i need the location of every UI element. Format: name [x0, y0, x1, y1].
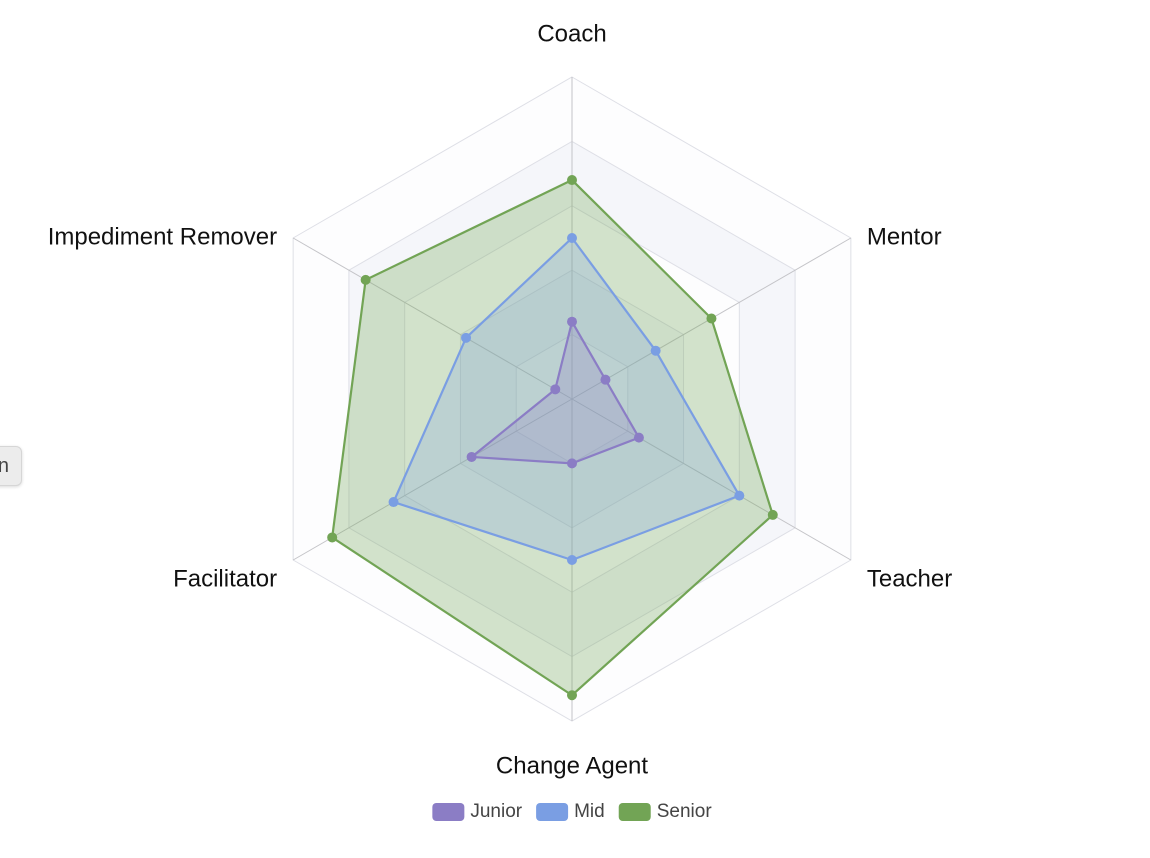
data-point[interactable] [633, 432, 644, 443]
axis-label: Impediment Remover [48, 223, 277, 250]
legend-item-mid[interactable]: Mid [536, 801, 605, 822]
legend-swatch [536, 803, 569, 821]
legend-item-senior[interactable]: Senior [618, 801, 713, 822]
axis-spoke [292, 398, 573, 561]
series-junior [466, 316, 644, 469]
data-point[interactable] [327, 532, 338, 543]
axis-label: Coach [537, 20, 606, 47]
radar-series-group [327, 175, 778, 701]
series-mid [388, 233, 745, 565]
side-panel-tab-label: n [0, 455, 9, 477]
legend-swatch [432, 803, 465, 821]
legend-label: Mid [574, 801, 605, 822]
data-point[interactable] [734, 490, 745, 501]
legend-item-junior[interactable]: Junior [432, 801, 523, 822]
axis-spoke [292, 237, 573, 400]
axis-label: Change Agent [496, 752, 648, 779]
data-point[interactable] [466, 451, 477, 462]
legend-swatch [618, 803, 651, 821]
data-point[interactable] [360, 274, 371, 285]
data-point[interactable] [600, 374, 611, 385]
axis-label: Teacher [867, 565, 952, 592]
axis-label: Mentor [867, 223, 942, 250]
data-point[interactable] [767, 509, 778, 520]
legend-label: Senior [657, 801, 713, 822]
data-point[interactable] [567, 458, 577, 469]
data-point[interactable] [550, 384, 561, 395]
side-panel-tab[interactable]: n [0, 446, 22, 486]
series-senior [327, 175, 778, 701]
axis-labels: Coach Mentor Teacher Change Agent Facilitato… [48, 20, 953, 779]
data-point[interactable] [461, 332, 472, 343]
radar-spokes [292, 77, 852, 721]
legend-label: Junior [470, 801, 522, 822]
chart-legend: Junior Mid Senior [432, 801, 712, 822]
data-point[interactable] [706, 313, 717, 324]
axis-spoke [571, 398, 852, 561]
data-point[interactable] [650, 345, 661, 356]
axis-label: Facilitator [173, 565, 277, 592]
data-point[interactable] [567, 175, 577, 186]
data-point[interactable] [567, 690, 577, 701]
data-point[interactable] [567, 555, 577, 565]
data-point[interactable] [567, 233, 577, 243]
data-point[interactable] [388, 497, 399, 508]
data-point[interactable] [567, 316, 577, 327]
